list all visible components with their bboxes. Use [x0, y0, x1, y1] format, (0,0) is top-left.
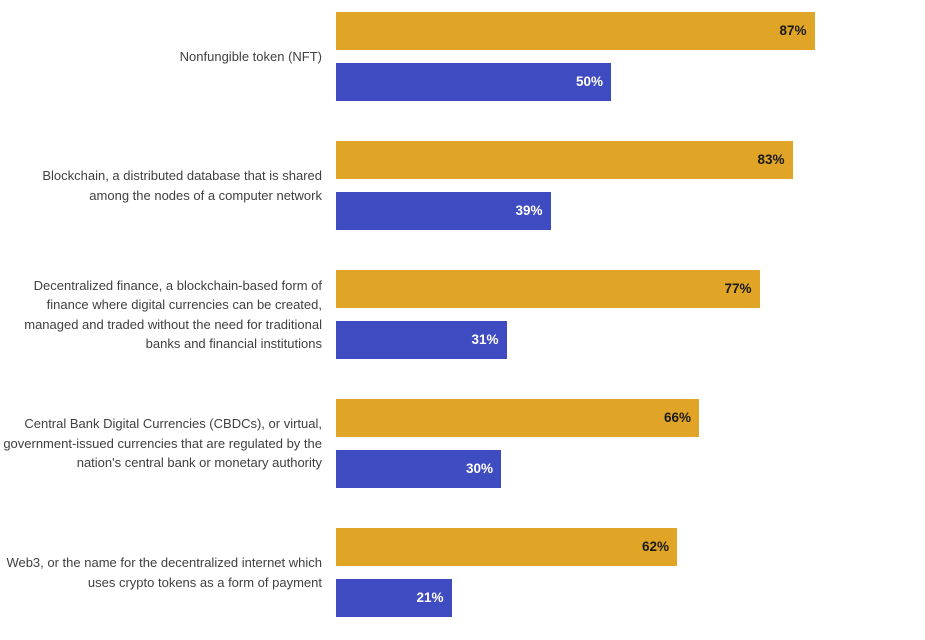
gold-bar: 77%: [336, 270, 760, 308]
bar-value-label: 50%: [575, 74, 603, 89]
bar-groups: Nonfungible token (NFT) 87% 50% Blockchai…: [0, 12, 925, 617]
bar-value-label: 21%: [416, 590, 444, 605]
bar-pair: 83% 39%: [336, 141, 886, 230]
bar-pair: 87% 50%: [336, 12, 886, 101]
bar-value-label: 77%: [724, 281, 752, 296]
bar-value-label: 31%: [471, 332, 499, 347]
gold-bar: 83%: [336, 141, 793, 179]
bar-value-label: 62%: [641, 539, 669, 554]
bar-pair: 66% 30%: [336, 399, 886, 488]
blue-bar: 50%: [336, 63, 611, 101]
bar-group: Nonfungible token (NFT) 87% 50%: [0, 12, 925, 101]
bar-group: Central Bank Digital Currencies (CBDCs),…: [0, 399, 925, 488]
gold-bar: 62%: [336, 528, 677, 566]
blue-bar: 21%: [336, 579, 452, 617]
bar-pair: 77% 31%: [336, 270, 886, 359]
bar-group: Web3, or the name for the decentralized …: [0, 528, 925, 617]
bar-value-label: 87%: [779, 23, 807, 38]
category-label: Central Bank Digital Currencies (CBDCs),…: [3, 416, 322, 471]
gold-bar: 87%: [336, 12, 815, 50]
category-label: Decentralized finance, a blockchain-base…: [24, 277, 322, 352]
bar-group: Decentralized finance, a blockchain-base…: [0, 270, 925, 359]
blue-bar: 30%: [336, 450, 501, 488]
category-label: Web3, or the name for the decentralized …: [6, 555, 322, 590]
gold-bar: 66%: [336, 399, 699, 437]
blue-bar: 39%: [336, 192, 551, 230]
bar-value-label: 39%: [515, 203, 543, 218]
bar-group: Blockchain, a distributed database that …: [0, 141, 925, 230]
bar-value-label: 83%: [757, 152, 785, 167]
bar-pair: 62% 21%: [336, 528, 886, 617]
bar-value-label: 66%: [663, 410, 691, 425]
bar-value-label: 30%: [465, 461, 493, 476]
category-label: Blockchain, a distributed database that …: [42, 168, 322, 203]
category-label: Nonfungible token (NFT): [179, 48, 322, 64]
blue-bar: 31%: [336, 321, 507, 359]
